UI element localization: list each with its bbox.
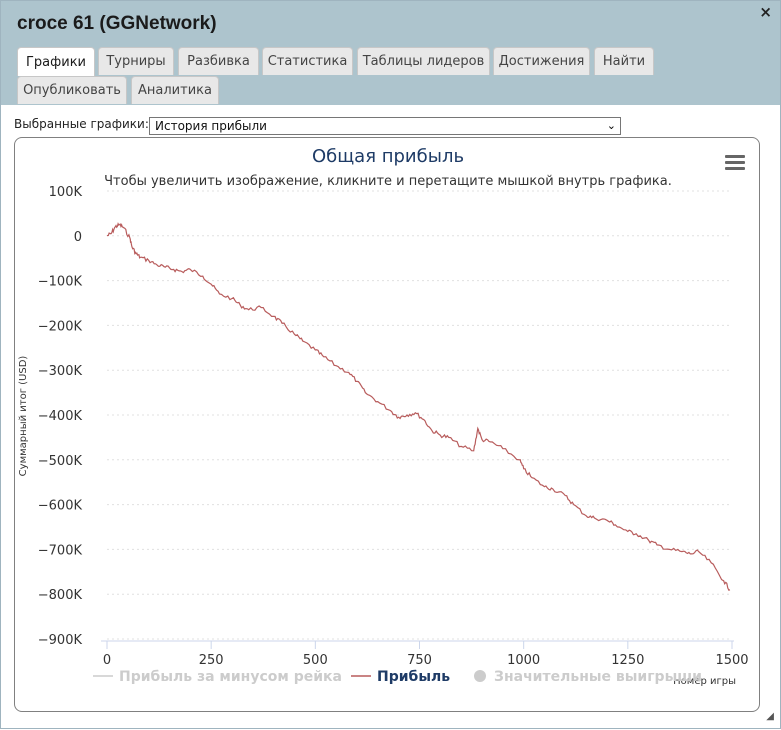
tab-tournaments[interactable]: Турниры xyxy=(98,47,174,75)
graph-select[interactable]: История прибыли ⌄ xyxy=(149,117,621,135)
chart-panel xyxy=(14,137,760,712)
tab-statistics[interactable]: Статистика xyxy=(262,47,353,75)
tab-breakdown[interactable]: Разбивка xyxy=(178,47,259,75)
tab-find[interactable]: Найти xyxy=(594,47,654,75)
close-button[interactable]: × xyxy=(759,3,772,21)
chart-menu-icon[interactable] xyxy=(725,155,745,171)
tab-publish[interactable]: Опубликовать xyxy=(17,76,127,104)
resize-handle[interactable]: ◢ xyxy=(766,711,774,722)
tab-achievements[interactable]: Достижения xyxy=(493,47,590,75)
graph-select-value: История прибыли xyxy=(155,119,267,133)
chevron-down-icon: ⌄ xyxy=(606,119,616,132)
window-title: croce 61 (GGNetwork) xyxy=(17,13,217,34)
graph-selector-label: Выбранные графики: xyxy=(14,117,149,131)
title-bar: croce 61 (GGNetwork) × Графики Турниры Р… xyxy=(1,1,780,105)
tab-analytics[interactable]: Аналитика xyxy=(131,76,219,104)
tab-leaderboards[interactable]: Таблицы лидеров xyxy=(357,47,490,75)
tab-graphs[interactable]: Графики xyxy=(17,47,95,76)
